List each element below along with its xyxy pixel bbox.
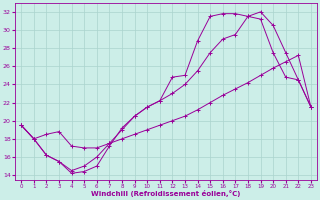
X-axis label: Windchill (Refroidissement éolien,°C): Windchill (Refroidissement éolien,°C) bbox=[92, 190, 241, 197]
